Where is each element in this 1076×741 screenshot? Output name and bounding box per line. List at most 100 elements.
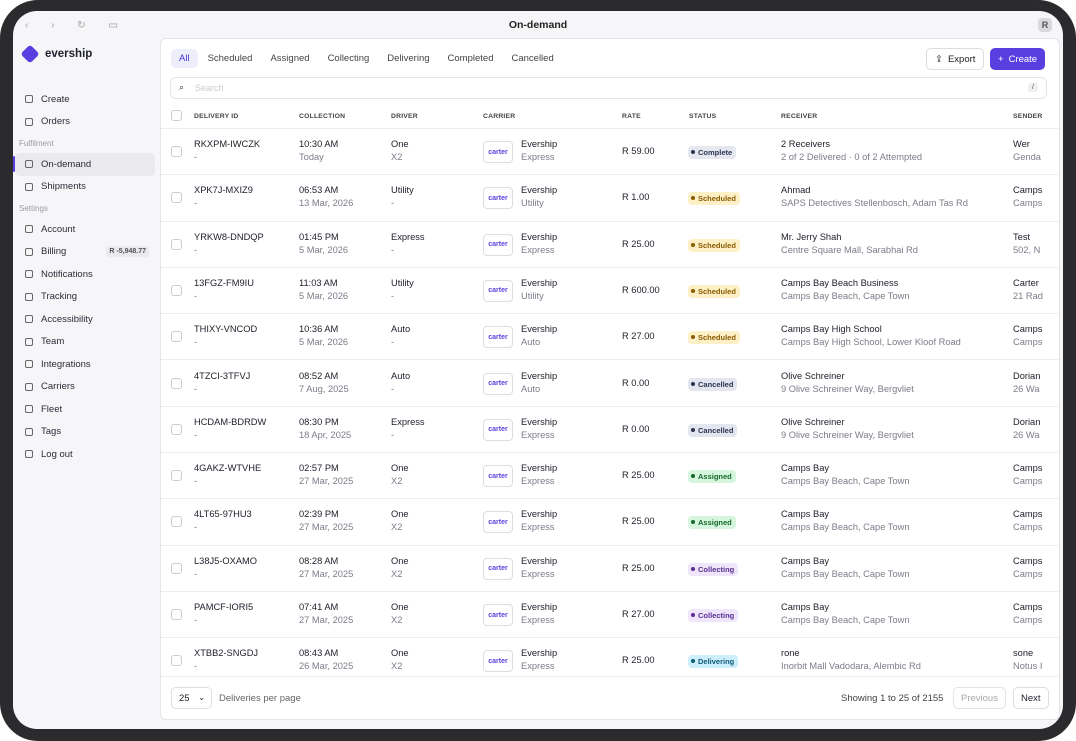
receiver-sub: Camps Bay High School, Lower Kloof Road (781, 337, 961, 348)
nav: Create Orders Fulfilment On-demand Shipments… (13, 88, 155, 466)
tab[interactable]: All (171, 49, 198, 68)
nav-icon (25, 182, 33, 191)
nav-label: Fleet (41, 403, 63, 415)
nav-icon (25, 225, 33, 234)
search-input[interactable]: ⌕ Search / (170, 77, 1047, 99)
tab[interactable]: Delivering (387, 53, 430, 64)
sender: Camps (1013, 602, 1043, 612)
delivery-id-sub: - (194, 615, 198, 625)
driver: Auto (391, 324, 411, 335)
carrier: Evership (521, 416, 558, 427)
collection-sub: 5 Mar, 2026 (299, 290, 349, 301)
previous-button[interactable]: Previous (953, 687, 1006, 709)
table-row[interactable]: XTBB2-SNGDJ - 08:43 AM 26 Mar, 2025 One X2 car… (161, 638, 1059, 676)
checkbox[interactable] (171, 562, 182, 574)
nav-icon (25, 405, 33, 414)
nav-item[interactable]: Billing R -5,948.77 (15, 241, 155, 264)
checkbox[interactable] (171, 377, 182, 389)
checkbox[interactable] (171, 331, 182, 343)
sender: Dorian (1013, 370, 1041, 381)
carrier-logo: carter (483, 233, 513, 256)
avatar[interactable]: R (1038, 18, 1052, 32)
checkbox[interactable] (171, 192, 182, 204)
tab[interactable]: Cancelled (511, 53, 554, 64)
checkbox[interactable] (171, 423, 182, 435)
brand-name: evership (45, 48, 93, 60)
carrier-logo: carter (483, 141, 513, 163)
collection: 08:52 AM (299, 370, 339, 381)
receiver: Camps Bay High School (781, 324, 882, 335)
table-row[interactable]: 4LT65-97HU3 - 02:39 PM 27 Mar, 2025 One X2 car… (161, 499, 1059, 546)
checkbox[interactable] (171, 470, 182, 482)
table-row[interactable]: RKXPM-IWCZK - 10:30 AM Today One X2 carter Ever… (161, 129, 1059, 176)
table-row[interactable]: 13FGZ-FM9IU - 11:03 AM 5 Mar, 2026 Utility - c… (161, 268, 1059, 315)
driver: Utility (391, 185, 414, 196)
table-row[interactable]: HCDAM-BDRDW - 08:30 PM 18 Apr, 2025 Express -… (161, 407, 1059, 454)
brand[interactable]: evership (20, 44, 93, 64)
tab[interactable]: Assigned (270, 53, 310, 64)
nav-item[interactable]: On-demand (13, 153, 155, 176)
checkbox[interactable] (171, 146, 182, 157)
table-row[interactable]: PAMCF-IORI5 - 07:41 AM 27 Mar, 2025 One X2 car… (161, 592, 1059, 639)
create-button[interactable]: + Create (990, 48, 1046, 70)
receiver: Camps Bay (781, 509, 830, 520)
nav-item[interactable]: Fleet (15, 398, 155, 421)
driver-sub: - (391, 198, 395, 209)
checkbox[interactable] (171, 284, 182, 296)
per-page-select[interactable]: 25 ⌄ (171, 687, 212, 709)
checkbox[interactable] (171, 655, 182, 667)
nav-item[interactable]: Tracking (15, 286, 155, 309)
nav-label: Log out (41, 448, 73, 460)
table-row[interactable]: L38J5-OXAMO - 08:28 AM 27 Mar, 2025 One X2 car… (161, 546, 1059, 592)
carrier-sub: Utility (521, 198, 544, 209)
checkbox[interactable] (171, 110, 182, 121)
receiver-sub: Camps Bay Beach, Cape Town (781, 476, 910, 487)
sender-sub: Genda (1013, 152, 1041, 162)
nav-section-title: Fulfilment (19, 138, 54, 148)
carrier-logo: carter (483, 326, 513, 349)
carrier: Evership (521, 602, 558, 612)
nav-item[interactable]: Orders (15, 111, 155, 134)
tab[interactable]: Scheduled (207, 53, 253, 64)
receiver-sub: SAPS Detectives Stellenbosch, Adam Tas R… (781, 198, 968, 209)
nav-item[interactable]: Carriers (15, 376, 155, 399)
delivery-id-sub: - (194, 152, 198, 162)
carrier-logo: carter (483, 557, 513, 580)
nav-item[interactable]: Notifications (15, 263, 155, 286)
export-button[interactable]: ⇪ Export (926, 48, 985, 70)
table-row[interactable]: 4TZCI-3TFVJ - 08:52 AM 7 Aug, 2025 Auto - cart… (161, 361, 1059, 407)
receiver: Olive Schreiner (781, 370, 845, 381)
checkbox[interactable] (171, 609, 182, 620)
checkbox[interactable] (171, 516, 182, 528)
tab[interactable]: Completed (447, 53, 494, 64)
checkbox[interactable] (171, 238, 182, 250)
nav-item[interactable]: Create (15, 88, 155, 111)
tab[interactable]: Collecting (327, 53, 370, 64)
sidebar: evership Create Orders Fulfilment On-demand… (13, 39, 159, 729)
driver-sub: - (391, 383, 395, 394)
status-badge: Scheduled (688, 192, 740, 206)
nav-item[interactable]: Team (15, 331, 155, 354)
nav-item[interactable]: Log out (15, 443, 155, 466)
next-button[interactable]: Next (1013, 687, 1049, 709)
nav-item[interactable]: Tags (15, 421, 155, 444)
table-row[interactable]: 4GAKZ-WTVHE - 02:57 PM 27 Mar, 2025 One X2 car… (161, 453, 1059, 500)
column-header: COLLECTION (299, 113, 346, 120)
nav-item[interactable]: Accessibility (15, 308, 155, 331)
delivery-id: L38J5-OXAMO (194, 555, 258, 566)
collection: 07:41 AM (299, 602, 339, 612)
carrier: Evership (521, 185, 558, 196)
nav-item[interactable]: Shipments (15, 176, 155, 199)
carrier-sub: Express (521, 615, 555, 625)
table-row[interactable]: XPK7J-MXIZ9 - 06:53 AM 13 Mar, 2026 Utility -… (161, 175, 1059, 222)
nav-item[interactable]: Integrations (15, 353, 155, 376)
carrier: Evership (521, 370, 558, 381)
status-badge: Assigned (688, 516, 736, 530)
table-row[interactable]: YRKW8-DNDQP - 01:45 PM 5 Mar, 2026 Express - c… (161, 222, 1059, 268)
nav-item[interactable]: Account (15, 218, 155, 241)
table-row[interactable]: THIXY-VNCOD - 10:36 AM 5 Mar, 2026 Auto - cart… (161, 314, 1059, 361)
collection: 08:30 PM (299, 416, 339, 427)
export-label: Export (947, 53, 976, 65)
sender-sub: Notus I (1013, 661, 1043, 672)
collection-sub: 27 Mar, 2025 (299, 568, 354, 579)
